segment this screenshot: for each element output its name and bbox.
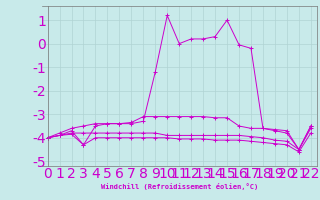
- X-axis label: Windchill (Refroidissement éolien,°C): Windchill (Refroidissement éolien,°C): [100, 183, 258, 190]
